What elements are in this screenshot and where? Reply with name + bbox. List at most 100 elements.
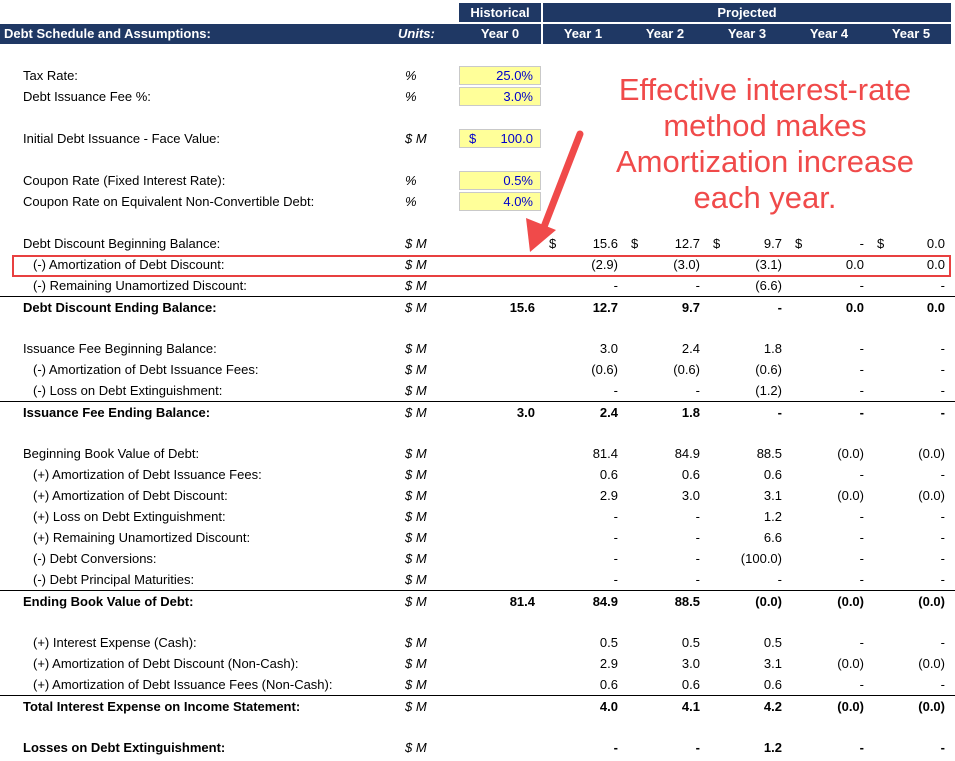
coupon-rate-input[interactable]: 0.5% xyxy=(459,171,541,190)
cell-year-1[interactable]: - xyxy=(613,572,618,587)
cell-year-2[interactable]: (0.6) xyxy=(673,362,700,377)
cell-year-4[interactable]: (0.0) xyxy=(837,699,864,714)
cell-year-2[interactable]: - xyxy=(695,383,700,398)
cell-year-5[interactable]: (0.0) xyxy=(918,699,945,714)
cell-year-2[interactable]: 88.5 xyxy=(674,594,700,609)
cell-year-0[interactable] xyxy=(459,275,535,296)
cell-year-5[interactable]: - xyxy=(940,740,945,755)
cell-year-5[interactable]: 0.0 xyxy=(926,257,945,272)
cell-year-0[interactable] xyxy=(459,548,535,569)
cell-year-5[interactable]: - xyxy=(940,405,945,420)
cell-year-1[interactable]: - xyxy=(613,530,618,545)
cell-year-1[interactable]: 84.9 xyxy=(592,594,618,609)
cell-year-0[interactable] xyxy=(459,696,535,717)
cell-year-2[interactable]: - xyxy=(695,509,700,524)
cell-year-0[interactable] xyxy=(459,674,535,695)
cell-year-5[interactable]: (0.0) xyxy=(918,446,945,461)
cell-year-4[interactable]: - xyxy=(859,405,864,420)
cell-year-5[interactable]: - xyxy=(940,341,945,356)
cell-year-4[interactable]: (0.0) xyxy=(837,656,864,671)
cell-year-4[interactable]: (0.0) xyxy=(837,594,864,609)
cell-year-0[interactable] xyxy=(459,443,535,464)
cell-year-4[interactable]: - xyxy=(859,635,864,650)
cell-year-1[interactable]: 2.9 xyxy=(599,656,618,671)
cell-year-1[interactable]: - xyxy=(613,740,618,755)
cell-year-2[interactable]: - xyxy=(695,740,700,755)
cell-year-4[interactable]: - xyxy=(859,341,864,356)
cell-year-1[interactable]: 15.6 xyxy=(592,236,618,251)
cell-year-2[interactable]: 0.5 xyxy=(681,635,700,650)
cell-year-3[interactable]: 9.7 xyxy=(763,236,782,251)
cell-year-5[interactable]: (0.0) xyxy=(918,594,945,609)
cell-year-2[interactable]: 1.8 xyxy=(681,405,700,420)
cell-year-0[interactable] xyxy=(459,359,535,380)
cell-year-1[interactable]: - xyxy=(613,509,618,524)
cell-year-0[interactable] xyxy=(459,527,535,548)
cell-year-4[interactable]: - xyxy=(859,530,864,545)
cell-year-3[interactable]: 0.5 xyxy=(763,635,782,650)
cell-year-2[interactable]: (3.0) xyxy=(673,257,700,272)
cell-year-0[interactable] xyxy=(459,464,535,485)
cell-year-2[interactable]: - xyxy=(695,278,700,293)
cell-year-4[interactable]: - xyxy=(859,509,864,524)
cell-year-5[interactable]: (0.0) xyxy=(918,488,945,503)
cell-year-5[interactable]: - xyxy=(940,572,945,587)
cell-year-3[interactable]: (1.2) xyxy=(755,383,782,398)
cell-year-3[interactable]: (0.0) xyxy=(755,594,782,609)
cell-year-3[interactable]: 0.6 xyxy=(763,677,782,692)
cell-year-0[interactable] xyxy=(459,485,535,506)
cell-year-2[interactable]: - xyxy=(695,551,700,566)
cell-year-1[interactable]: 12.7 xyxy=(592,300,618,315)
cell-year-0[interactable]: 81.4 xyxy=(509,594,535,609)
cell-year-0[interactable] xyxy=(459,653,535,674)
cell-year-3[interactable]: - xyxy=(777,300,782,315)
cell-year-4[interactable]: - xyxy=(859,278,864,293)
cell-year-1[interactable]: 4.0 xyxy=(599,699,618,714)
cell-year-5[interactable]: - xyxy=(940,467,945,482)
cell-year-4[interactable]: 0.0 xyxy=(845,300,864,315)
cell-year-2[interactable]: 2.4 xyxy=(681,341,700,356)
cell-year-4[interactable]: - xyxy=(859,467,864,482)
cell-year-2[interactable]: 3.0 xyxy=(681,488,700,503)
cell-year-5[interactable]: - xyxy=(940,509,945,524)
cell-year-0[interactable] xyxy=(459,506,535,527)
cell-year-3[interactable]: (0.6) xyxy=(755,362,782,377)
cell-year-1[interactable]: (2.9) xyxy=(591,257,618,272)
cell-year-2[interactable]: - xyxy=(695,530,700,545)
cell-year-4[interactable]: - xyxy=(859,740,864,755)
cell-year-2[interactable]: 4.1 xyxy=(681,699,700,714)
cell-year-3[interactable]: (6.6) xyxy=(755,278,782,293)
cell-year-3[interactable]: (3.1) xyxy=(755,257,782,272)
cell-year-5[interactable]: 0.0 xyxy=(926,236,945,251)
nonconvertible-rate-input[interactable]: 4.0% xyxy=(459,192,541,211)
cell-year-3[interactable]: 3.1 xyxy=(763,656,782,671)
cell-year-1[interactable]: 3.0 xyxy=(599,341,618,356)
cell-year-2[interactable]: 0.6 xyxy=(681,467,700,482)
cell-year-3[interactable]: 4.2 xyxy=(763,699,782,714)
cell-year-2[interactable]: 84.9 xyxy=(674,446,700,461)
cell-year-5[interactable]: (0.0) xyxy=(918,656,945,671)
cell-year-0[interactable]: 3.0 xyxy=(516,405,535,420)
cell-year-4[interactable]: - xyxy=(859,236,864,251)
cell-year-3[interactable]: - xyxy=(777,572,782,587)
cell-year-4[interactable]: - xyxy=(859,572,864,587)
cell-year-0[interactable]: 15.6 xyxy=(509,300,535,315)
cell-year-1[interactable]: 0.6 xyxy=(599,467,618,482)
cell-year-0[interactable] xyxy=(459,338,535,359)
cell-year-1[interactable]: 0.6 xyxy=(599,677,618,692)
cell-year-2[interactable]: - xyxy=(695,572,700,587)
cell-year-1[interactable]: 0.5 xyxy=(599,635,618,650)
cell-year-5[interactable]: - xyxy=(940,677,945,692)
cell-year-3[interactable]: (100.0) xyxy=(740,551,782,566)
cell-year-5[interactable]: - xyxy=(940,362,945,377)
cell-year-1[interactable]: 81.4 xyxy=(592,446,618,461)
cell-year-3[interactable]: 0.6 xyxy=(763,467,782,482)
tax-rate-input[interactable]: 25.0% xyxy=(459,66,541,85)
issuance-fee-input[interactable]: 3.0% xyxy=(459,87,541,106)
cell-year-3[interactable]: 3.1 xyxy=(763,488,782,503)
cell-year-4[interactable]: (0.0) xyxy=(837,446,864,461)
cell-year-3[interactable]: 1.8 xyxy=(763,341,782,356)
cell-year-2[interactable]: 9.7 xyxy=(681,300,700,315)
cell-year-5[interactable]: 0.0 xyxy=(926,300,945,315)
cell-year-4[interactable]: - xyxy=(859,362,864,377)
